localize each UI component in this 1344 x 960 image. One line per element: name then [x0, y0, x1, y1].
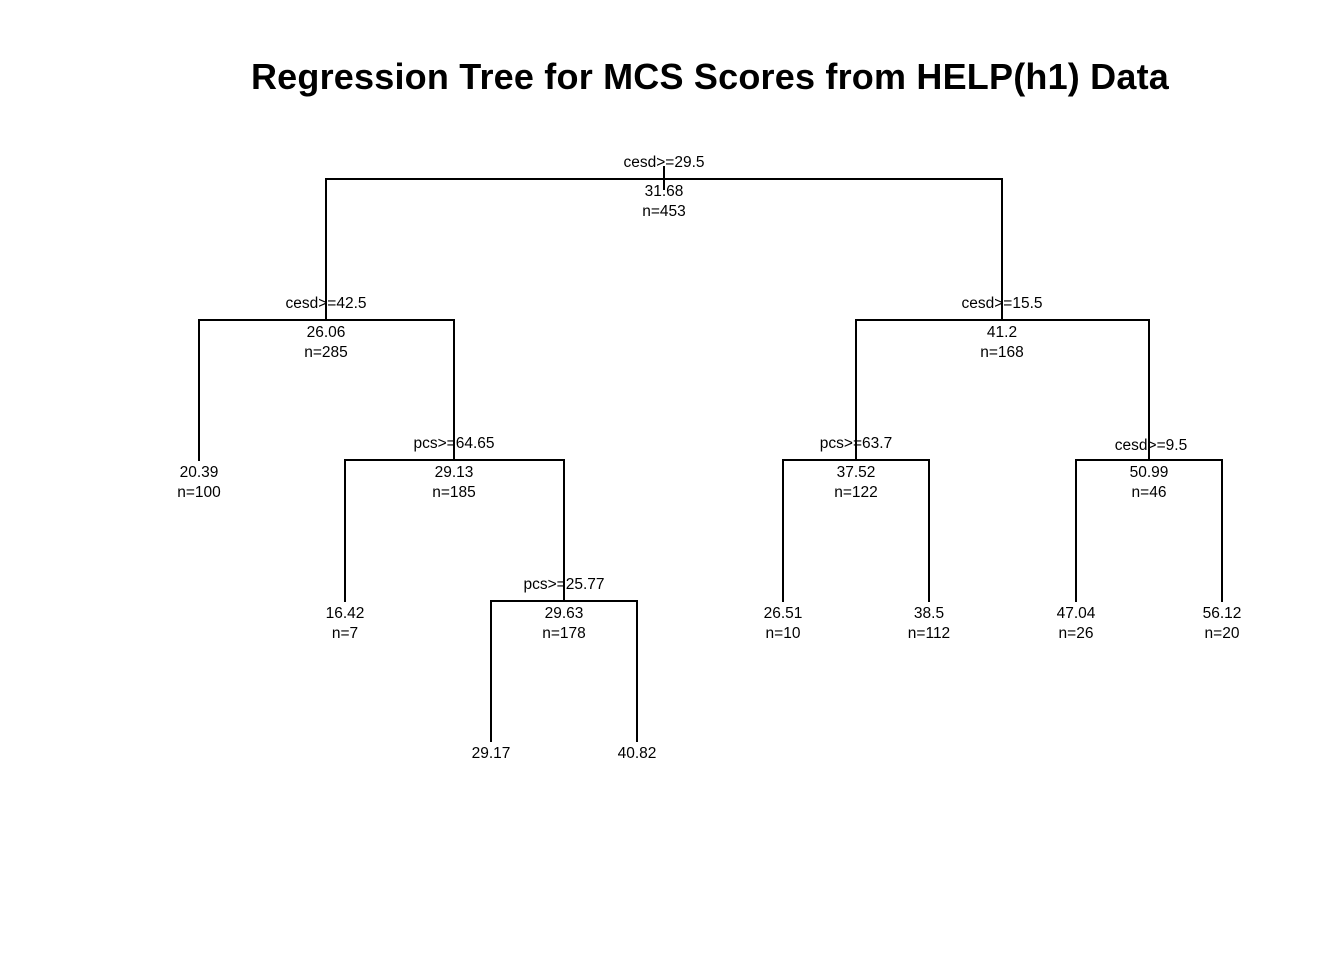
node-mean-n_rlr: 38.5: [914, 605, 944, 622]
node-mean-n_lr: 29.13: [435, 464, 474, 481]
node-count-n_rrr: n=20: [1205, 625, 1240, 642]
node-count-n_rll: n=10: [766, 625, 801, 642]
node-mean-n_rrl: 47.04: [1057, 605, 1096, 622]
node-count-root: n=453: [642, 203, 686, 220]
node-mean-n_lrl: 16.42: [326, 605, 365, 622]
split-label-root: cesd>=29.5: [623, 154, 704, 171]
node-count-n_lrl: n=7: [332, 625, 358, 642]
node-mean-n_r: 41.2: [987, 324, 1017, 341]
plot-title: Regression Tree for MCS Scores from HELP…: [250, 56, 1170, 97]
node-count-n_ll: n=100: [177, 484, 221, 501]
split-label-n_l: cesd>=42.5: [285, 295, 366, 312]
node-count-n_rrl: n=26: [1059, 625, 1094, 642]
node-count-n_l: n=285: [304, 344, 348, 361]
node-mean-n_rl: 37.52: [837, 464, 876, 481]
node-mean-n_l: 26.06: [307, 324, 346, 341]
node-mean-n_rll: 26.51: [764, 605, 803, 622]
tree-labels: cesd>=29.5 31.68 n=453 cesd>=42.5 26.06 n=285…: [177, 154, 1241, 762]
node-mean-n_lrrl: 29.17: [472, 745, 511, 762]
split-label-n_lr: pcs>=64.65: [413, 435, 494, 452]
node-mean-n_lrr: 29.63: [545, 605, 584, 622]
node-count-n_lrr: n=178: [542, 625, 586, 642]
node-count-n_rlr: n=112: [908, 625, 950, 642]
node-mean-n_rr: 50.99: [1130, 464, 1169, 481]
node-mean-n_rrr: 56.12: [1203, 605, 1242, 622]
node-count-n_rl: n=122: [834, 484, 878, 501]
split-label-n_rr: cesd>=9.5: [1115, 437, 1187, 454]
node-mean-n_ll: 20.39: [180, 464, 219, 481]
node-count-n_lr: n=185: [432, 484, 476, 501]
node-mean-n_lrrr: 40.82: [618, 745, 657, 762]
split-label-n_rl: pcs>=63.7: [820, 435, 892, 452]
node-count-n_r: n=168: [980, 344, 1024, 361]
node-mean-root: 31.68: [645, 183, 684, 200]
split-label-n_lrr: pcs>=25.77: [523, 576, 604, 593]
split-label-n_r: cesd>=15.5: [961, 295, 1042, 312]
node-count-n_rr: n=46: [1132, 484, 1167, 501]
tree-edges: [198, 166, 1223, 742]
